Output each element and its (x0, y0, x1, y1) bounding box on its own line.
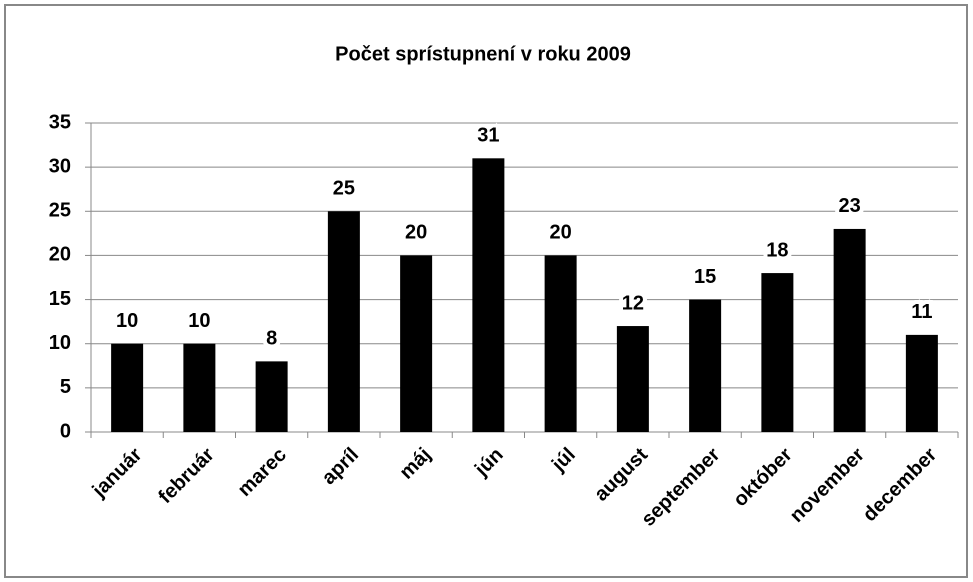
data-label: 10 (188, 310, 210, 332)
data-label: 25 (333, 178, 355, 200)
bar (472, 158, 505, 433)
y-tick-label: 10 (49, 332, 71, 354)
bar (255, 361, 288, 432)
data-label: 20 (405, 222, 427, 244)
bar (833, 228, 866, 432)
bar (111, 343, 144, 432)
y-tick-label: 25 (49, 200, 71, 222)
bar (183, 343, 216, 432)
data-label: 11 (911, 301, 932, 323)
bar (905, 334, 938, 432)
data-label: 18 (766, 239, 788, 261)
data-label: 20 (550, 222, 572, 244)
y-tick-label: 30 (49, 155, 71, 177)
data-label: 23 (839, 195, 861, 217)
y-tick-label: 35 (49, 111, 71, 133)
y-tick-label: 0 (60, 420, 71, 442)
y-tick-label: 15 (49, 288, 71, 310)
bar (689, 299, 722, 432)
data-label: 10 (116, 310, 138, 332)
bar (761, 273, 794, 432)
bar (544, 255, 577, 432)
data-label: 12 (622, 292, 644, 314)
chart-title: Počet sprístupnení v roku 2009 (335, 43, 631, 65)
data-label: 31 (477, 125, 499, 147)
bar (400, 255, 433, 432)
bar (327, 211, 360, 432)
data-label: 8 (266, 328, 277, 350)
y-tick-label: 20 (49, 244, 71, 266)
y-tick-label: 5 (60, 376, 71, 398)
data-label: 15 (694, 266, 716, 288)
bar (616, 326, 649, 432)
